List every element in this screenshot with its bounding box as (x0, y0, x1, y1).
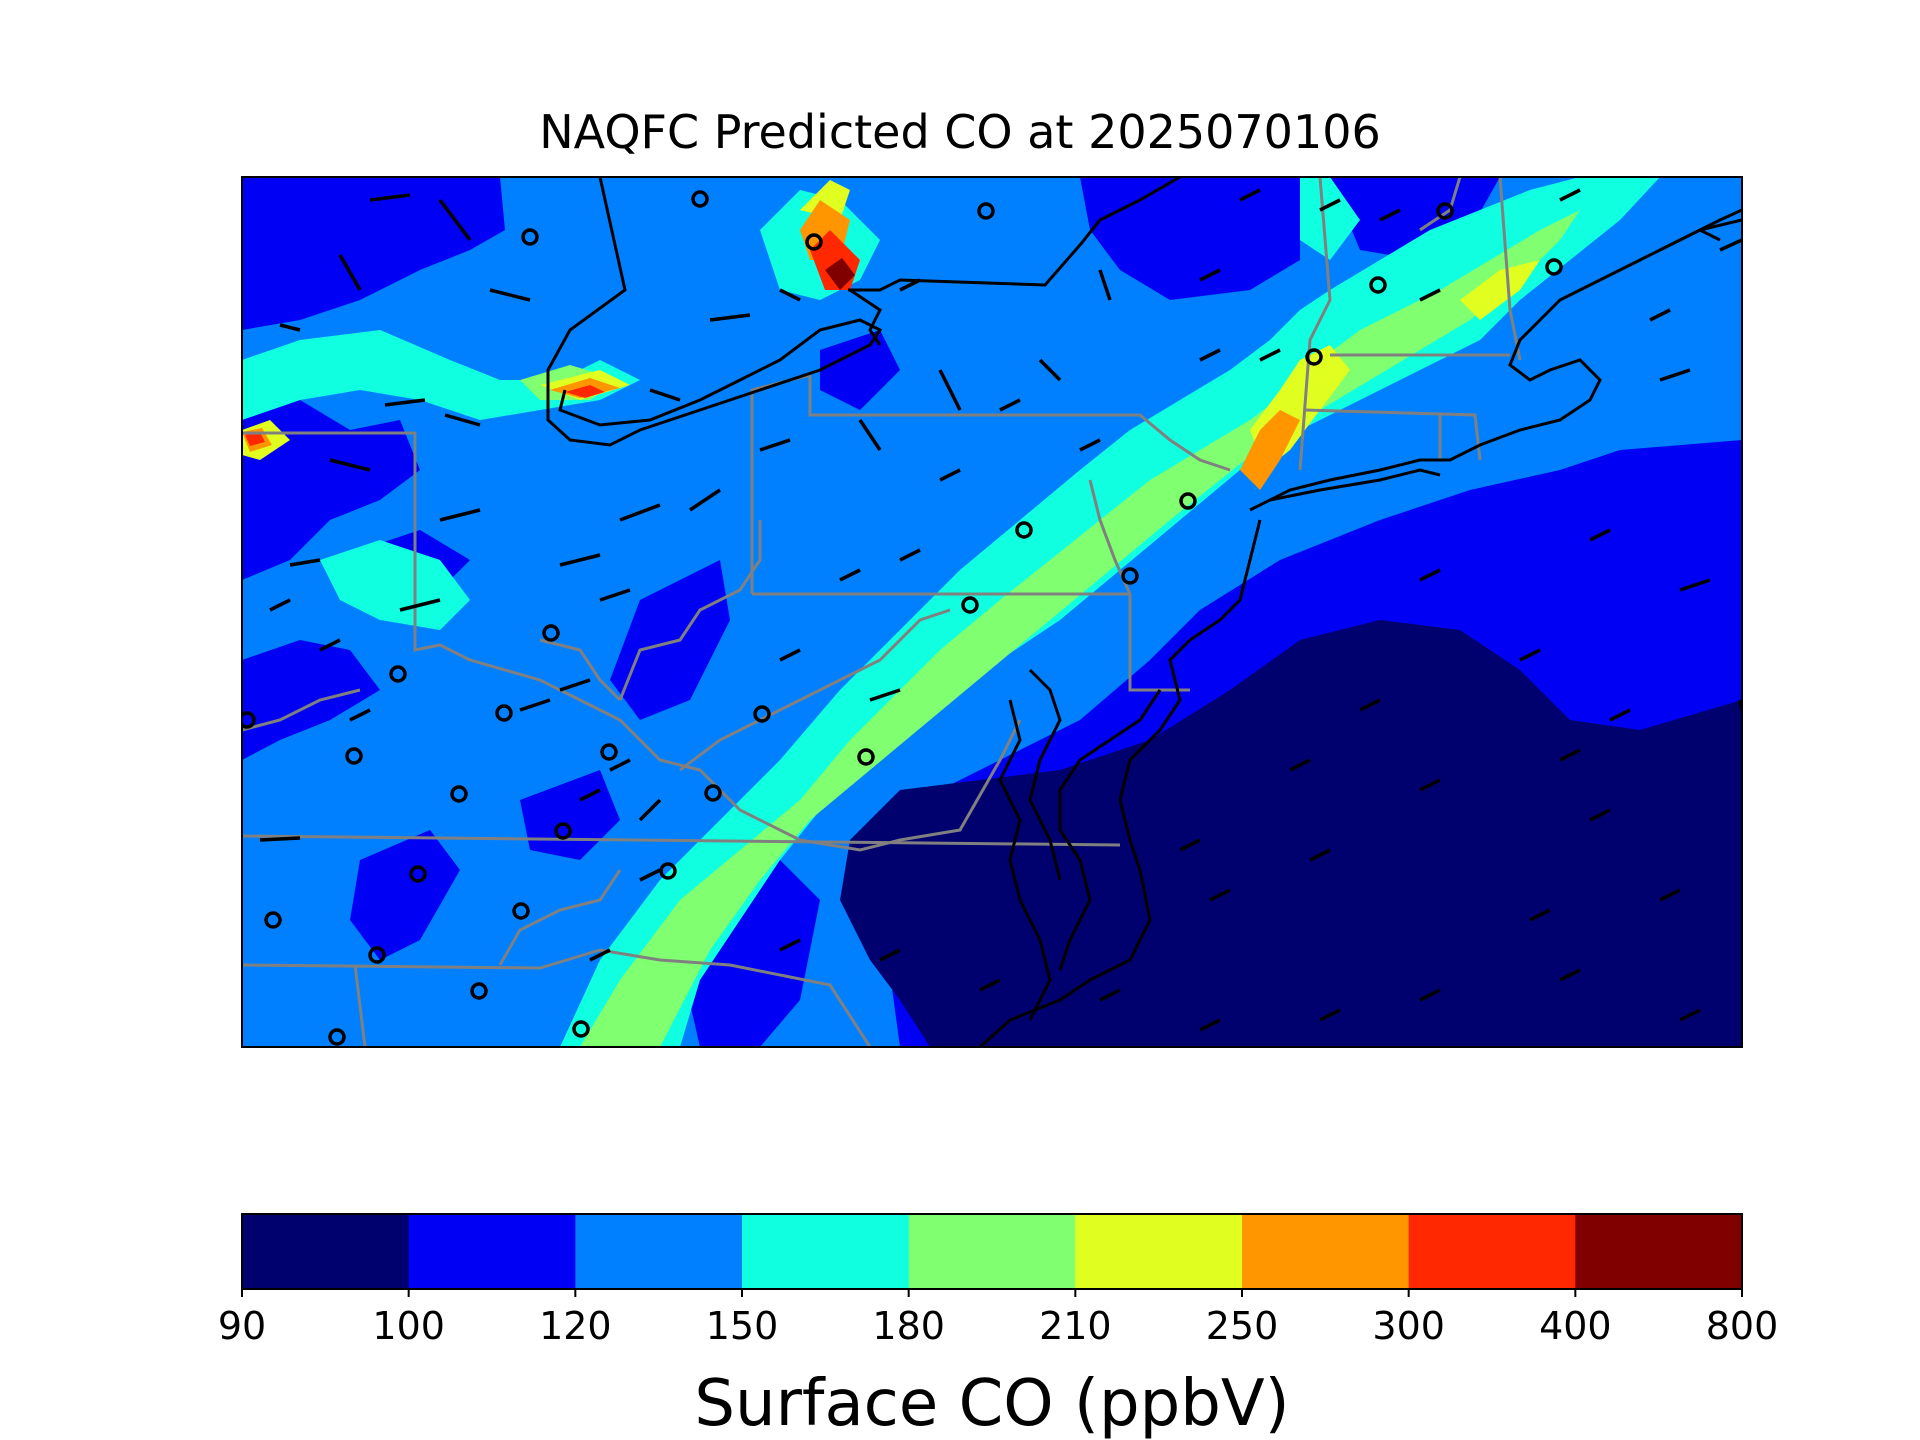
calm-circles (242, 190, 1563, 1046)
state-borders (242, 177, 1522, 1047)
colorbar-segment (575, 1214, 743, 1289)
field-blue-west (242, 400, 420, 580)
field-darkred-lake (825, 258, 855, 290)
field-blue-west-2 (242, 640, 380, 760)
colorbar-segment (242, 1214, 410, 1289)
field-blue-northeast-2 (1330, 177, 1500, 260)
colorbar-tick-label: 400 (1539, 1304, 1612, 1348)
colorbar-segments (242, 1214, 1743, 1289)
field-navy-ocean (840, 620, 1742, 1047)
field-blue-southwest (350, 830, 460, 960)
field-blue-northwest (242, 177, 505, 330)
field-blue-northeast (1080, 177, 1300, 300)
colorbar-segment (1075, 1214, 1243, 1289)
colorbar-tick-label: 800 (1706, 1304, 1779, 1348)
coastlines (546, 177, 1742, 1047)
colorbar-frame (241, 1213, 1743, 1290)
field-cyan-west (320, 540, 470, 630)
field-yellow-lake (800, 180, 850, 220)
colorbar-ticks: 90 100 120 150 180 210 250 300 400 800 (218, 1289, 1778, 1348)
colorbar-segment (408, 1214, 576, 1289)
colorbar-tick-label: 120 (539, 1304, 612, 1348)
field-red-west (245, 432, 265, 446)
field-blue-lake (820, 330, 900, 410)
field-yellow-ne (1460, 260, 1540, 320)
colorbar-tick-label: 300 (1372, 1304, 1445, 1348)
colorbar-tick-label: 180 (872, 1304, 945, 1348)
map-title: NAQFC Predicted CO at 2025070106 (539, 105, 1381, 159)
field-red-nw (565, 385, 605, 398)
colorbar-segment (908, 1214, 1076, 1289)
colorbar-segment (1575, 1214, 1743, 1289)
colorbar-segment (742, 1214, 910, 1289)
map-frame (241, 176, 1743, 1048)
colorbar-tick-label: 100 (372, 1304, 445, 1348)
colorbar-segment (1408, 1214, 1576, 1289)
colorbar-label: Surface CO (ppbV) (694, 1367, 1289, 1440)
colorbar-tick-label: 250 (1206, 1304, 1279, 1348)
field-orange-nyc (1240, 410, 1300, 490)
colorbar-segment (1242, 1214, 1410, 1289)
colorbar-tick-label: 210 (1039, 1304, 1112, 1348)
field-cyan-northeast (1300, 177, 1360, 260)
colorbar-tick-label: 90 (218, 1304, 266, 1348)
colorbar-tick-label: 150 (706, 1304, 779, 1348)
wind-barbs (259, 188, 1742, 1032)
field-blue-central (610, 560, 730, 720)
